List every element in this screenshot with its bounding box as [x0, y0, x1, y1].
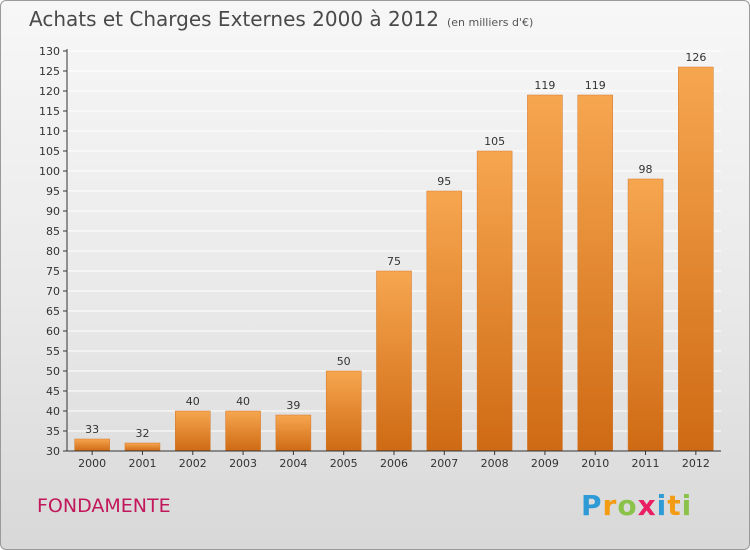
logo-letter: r [602, 489, 618, 522]
data-label: 105 [484, 135, 505, 148]
logo-letter: x [637, 489, 657, 522]
y-tick-label: 120 [39, 85, 60, 98]
commune-name: FONDAMENTE [37, 495, 171, 517]
bar-2007 [426, 190, 463, 452]
bar-2002 [175, 410, 211, 452]
y-tick-label: 115 [39, 105, 60, 118]
data-label: 126 [685, 51, 706, 64]
data-label: 50 [337, 355, 351, 368]
data-label: 119 [534, 79, 555, 92]
x-tick-label: 2005 [330, 457, 358, 470]
x-tick-label: 2000 [78, 457, 106, 470]
bar-2010 [577, 94, 613, 452]
bars [74, 66, 714, 452]
data-label: 40 [236, 395, 250, 408]
labels: 30 35 40 45 50 55 60 65 70 75 80 85 90 95 100 105 110 115… [39, 45, 710, 470]
x-tick-label: 2006 [380, 457, 408, 470]
y-tick-label: 55 [46, 345, 60, 358]
x-tick-label: 2011 [632, 457, 660, 470]
y-tick-label: 30 [46, 445, 60, 458]
y-tick-label: 80 [46, 245, 60, 258]
logo-letter: i [656, 489, 668, 522]
x-tick-label: 2001 [128, 457, 156, 470]
y-tick-label: 130 [39, 45, 60, 58]
y-tick-label: 35 [46, 425, 60, 438]
y-tick-label: 125 [39, 65, 60, 78]
bar-2009 [527, 94, 563, 452]
y-tick-label: 105 [39, 145, 60, 158]
bar-2006 [376, 270, 412, 452]
data-label: 33 [85, 423, 99, 436]
y-tick-label: 90 [46, 205, 60, 218]
bar-2001 [124, 442, 161, 452]
chart-title: Achats et Charges Externes 2000 à 2012 (e… [29, 7, 533, 31]
logo-letter: t [667, 489, 682, 522]
data-label: 98 [639, 163, 653, 176]
data-label: 75 [387, 255, 401, 268]
y-tick-label: 40 [46, 405, 60, 418]
logo-letter: o [617, 489, 638, 522]
logo-letter: i [681, 489, 693, 522]
logo-letter: P [581, 489, 603, 522]
bar-2004 [275, 414, 312, 452]
bar-2011 [627, 178, 664, 452]
bar-2005 [325, 370, 362, 452]
chart-unit: (en milliers d'€) [446, 16, 534, 29]
y-tick-label: 60 [46, 325, 60, 338]
x-tick-label: 2009 [531, 457, 559, 470]
axes [63, 49, 721, 455]
x-tick-label: 2004 [279, 457, 307, 470]
y-tick-label: 95 [46, 185, 60, 198]
bar-2003 [225, 410, 261, 452]
bar-2012 [678, 66, 714, 452]
x-tick-label: 2007 [430, 457, 458, 470]
x-tick-label: 2008 [481, 457, 509, 470]
y-tick-label: 100 [39, 165, 60, 178]
y-tick-label: 65 [46, 305, 60, 318]
data-label: 40 [186, 395, 200, 408]
x-tick-label: 2012 [682, 457, 710, 470]
y-tick-label: 85 [46, 225, 60, 238]
bar-2000 [74, 438, 110, 452]
proxiti-logo: Proxiti [581, 489, 692, 522]
y-tick-label: 70 [46, 285, 60, 298]
y-tick-label: 50 [46, 365, 60, 378]
data-label: 119 [585, 79, 606, 92]
x-tick-label: 2003 [229, 457, 257, 470]
data-label: 39 [286, 399, 300, 412]
data-label: 95 [437, 175, 451, 188]
x-tick-label: 2010 [581, 457, 609, 470]
y-tick-label: 110 [39, 125, 60, 138]
y-tick-label: 75 [46, 265, 60, 278]
chart-title-text: Achats et Charges Externes 2000 à 2012 [29, 7, 439, 31]
bar-2008 [476, 150, 513, 452]
data-label: 32 [135, 427, 149, 440]
x-tick-label: 2002 [179, 457, 207, 470]
y-tick-label: 45 [46, 385, 60, 398]
